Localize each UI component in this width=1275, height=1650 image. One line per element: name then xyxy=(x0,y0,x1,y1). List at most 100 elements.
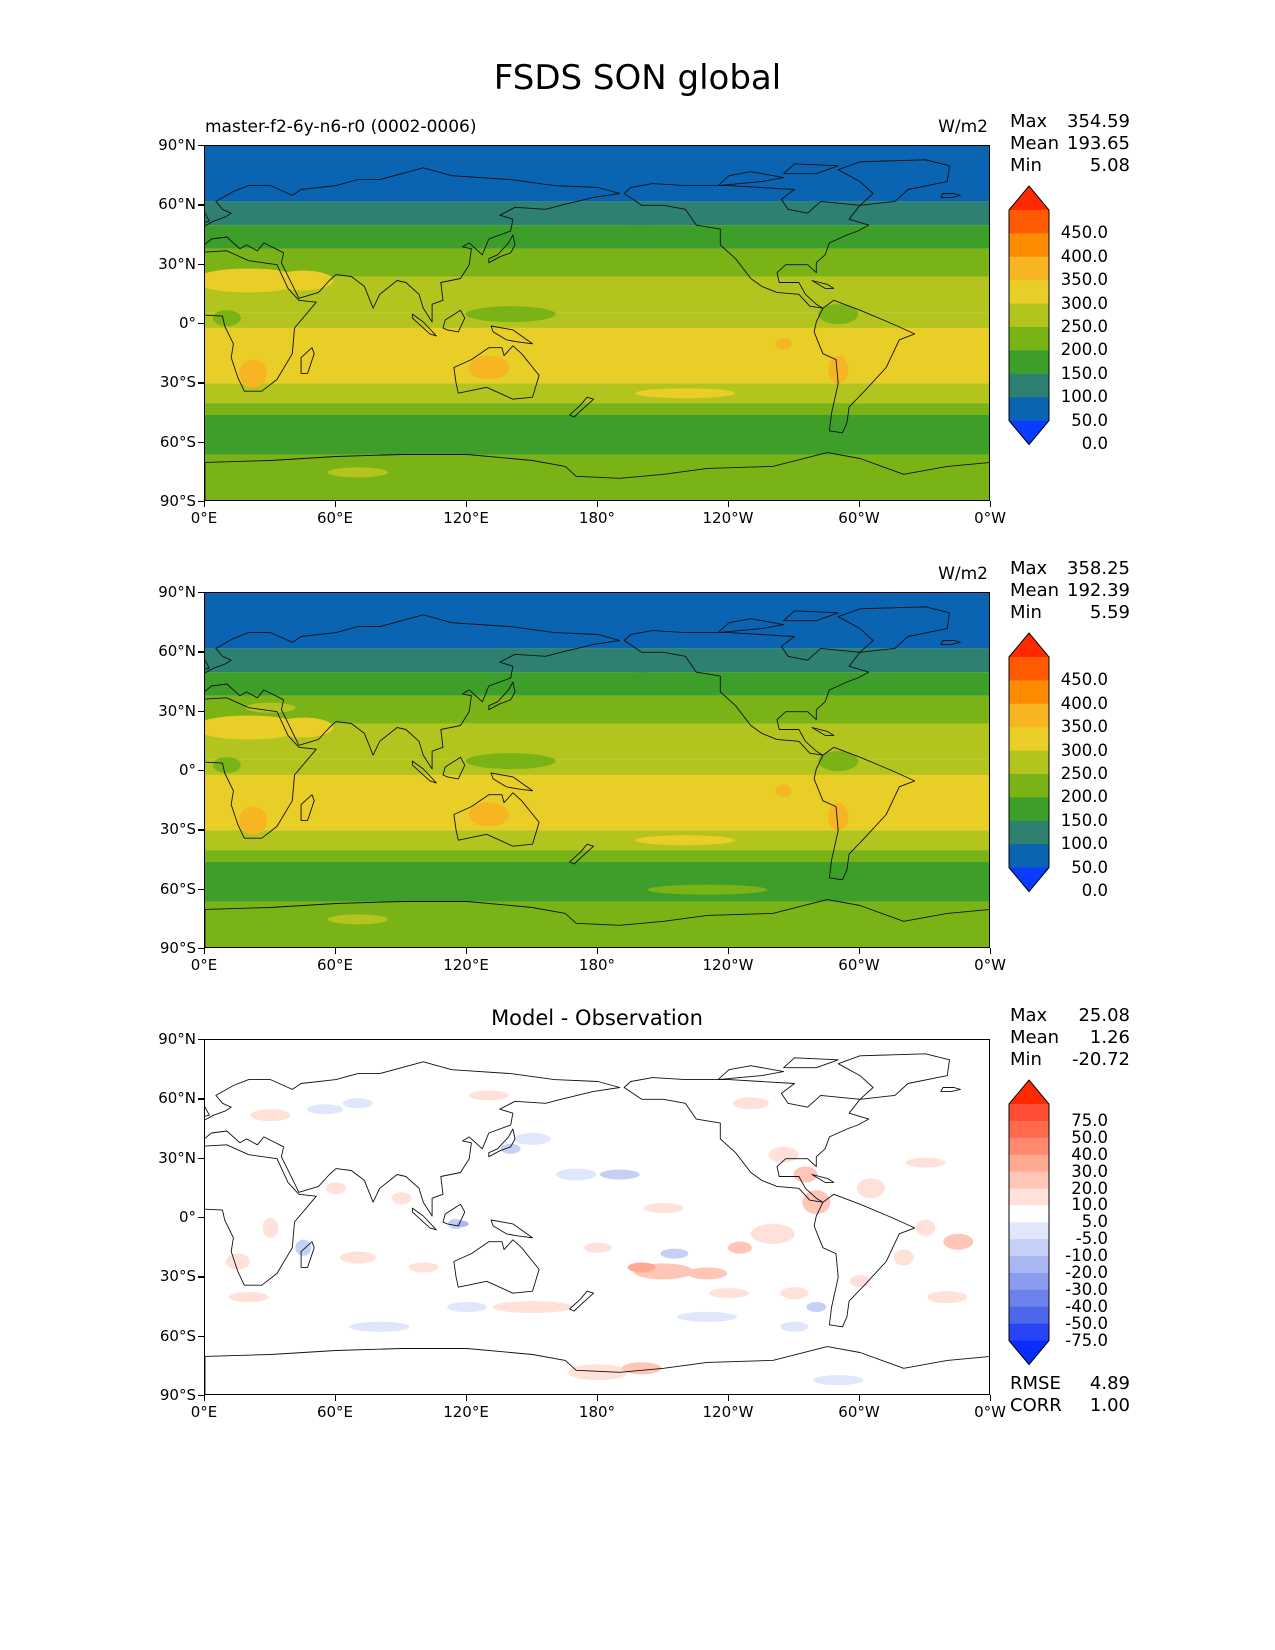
y-tick-mark xyxy=(198,263,204,265)
region-southern-ocean xyxy=(647,884,768,895)
coastline-nz xyxy=(569,396,595,418)
colorbar-tick-label: -5.0 xyxy=(1075,1229,1108,1249)
contour-field xyxy=(205,593,989,947)
panel-1-title-left: master-f2-6y-n6-r0 (0002-0006) xyxy=(205,117,477,137)
colorbar-tick-label: 20.0 xyxy=(1071,1178,1108,1198)
x-tick-label: 60°W xyxy=(838,509,880,527)
coastline-antarctica xyxy=(205,1346,989,1394)
anomaly-patch xyxy=(677,1311,738,1322)
panel-1-units: W/m2 xyxy=(938,117,988,137)
anomaly-patch xyxy=(228,1292,269,1303)
colorbar-swatch xyxy=(1009,327,1049,351)
anomaly-patch xyxy=(225,1253,250,1270)
y-tick-mark xyxy=(198,888,204,890)
coastline-uk xyxy=(205,212,210,223)
colorbar-tick-label: 300.0 xyxy=(1060,740,1108,760)
colorbar-swatch xyxy=(1009,1239,1049,1257)
colorbar-swatch xyxy=(1009,797,1049,822)
coastline-antarctica xyxy=(205,452,989,500)
x-tick-mark xyxy=(990,1395,992,1401)
panel-3-map xyxy=(204,1039,990,1395)
y-tick-label: 60°N xyxy=(158,1089,196,1108)
anomaly-patch xyxy=(447,1302,487,1312)
panel-2-map xyxy=(204,592,990,948)
coastline-eurasia xyxy=(205,167,621,323)
panel-2-stats-labels: Max Mean Min xyxy=(1010,558,1060,623)
anomaly-patch xyxy=(660,1248,689,1259)
panel-3-metrics-labels: RMSE CORR xyxy=(1010,1373,1062,1416)
coastline-madagascar xyxy=(300,1241,315,1268)
region-australia xyxy=(468,355,509,380)
coastline-nz xyxy=(569,1290,595,1312)
region-north-atlantic xyxy=(863,654,944,671)
y-tick-mark xyxy=(198,1157,204,1159)
y-tick-mark xyxy=(198,323,204,325)
colorbar-tick-label: 150.0 xyxy=(1060,810,1108,830)
colorbar-tick-label: 450.0 xyxy=(1060,670,1108,690)
x-tick-label: 120°W xyxy=(702,1403,754,1421)
colorbar-swatch xyxy=(1009,1104,1049,1122)
band-midlat-north xyxy=(205,225,989,249)
difference-field xyxy=(205,1053,989,1394)
x-tick-mark xyxy=(597,1395,599,1401)
anomaly-patch xyxy=(408,1262,439,1273)
colorbar-tick-label: -75.0 xyxy=(1065,1330,1108,1350)
anomaly-patch xyxy=(850,1275,870,1288)
colorbar-outline xyxy=(1008,1079,1050,1366)
anomaly-patch xyxy=(391,1192,412,1205)
y-tick-label: 90°N xyxy=(158,136,196,154)
coastline-eurasia xyxy=(205,1061,621,1217)
anomaly-patch xyxy=(780,1321,809,1332)
x-tick-label: 120°E xyxy=(443,1403,489,1421)
region-sichuan xyxy=(420,699,449,716)
band-midlat-north xyxy=(205,672,989,696)
region-north-pacific xyxy=(581,205,702,226)
colorbar-tick-label: 150.0 xyxy=(1060,363,1108,383)
coastline-namerica xyxy=(623,630,870,756)
region-amazon xyxy=(818,304,859,325)
panel-3-title: Model - Observation xyxy=(491,1006,703,1030)
colorbar-graphic xyxy=(1008,185,1050,446)
colorbar-swatch xyxy=(1009,280,1049,305)
colorbar-graphic xyxy=(1008,1079,1050,1366)
coastline-eurasia xyxy=(205,614,621,770)
colorbar-swatch xyxy=(1009,210,1049,234)
y-tick-mark xyxy=(198,710,204,712)
colorbar-tick-label: 400.0 xyxy=(1060,246,1108,266)
x-tick-mark xyxy=(204,501,206,507)
anomaly-patch xyxy=(780,1287,809,1300)
colorbar-graphic xyxy=(1008,632,1050,893)
colorbar-tick-label: 50.0 xyxy=(1071,410,1108,430)
colorbar-tick-label: 0.0 xyxy=(1081,881,1108,900)
coastline-uk xyxy=(205,659,210,670)
y-tick-mark xyxy=(198,501,204,503)
band-itcz xyxy=(205,312,989,328)
anomaly-patch xyxy=(709,1288,749,1299)
y-tick-mark xyxy=(198,829,204,831)
x-tick-mark xyxy=(990,501,992,507)
colorbar-swatch xyxy=(1009,703,1049,728)
x-tick-mark xyxy=(204,1395,206,1401)
x-tick-mark xyxy=(597,948,599,954)
band-midlat-south xyxy=(205,403,989,415)
anomaly-patch xyxy=(806,1302,827,1312)
colorbar-tick-label: 30.0 xyxy=(1071,1161,1108,1181)
anomaly-patch xyxy=(468,1090,509,1101)
colorbar-tick-label: 100.0 xyxy=(1060,387,1108,407)
figure-title: FSDS SON global xyxy=(493,58,782,98)
y-tick-mark xyxy=(198,592,204,594)
anomaly-patch xyxy=(514,1132,551,1145)
coastline-arctic_isl xyxy=(717,171,785,187)
coastline-australia xyxy=(453,345,540,400)
colorbar-extend-max xyxy=(1009,633,1049,657)
colorbar-tick-label: 50.0 xyxy=(1071,857,1108,877)
anomaly-patch xyxy=(893,1249,914,1266)
y-tick-mark xyxy=(198,1039,204,1041)
x-tick-mark xyxy=(335,501,337,507)
panel-3-stats-labels: Max Mean Min xyxy=(1010,1005,1060,1070)
anomaly-patch xyxy=(339,1251,376,1264)
coastline-newguinea xyxy=(490,1219,533,1239)
colorbar-extend-min xyxy=(1009,1340,1049,1365)
x-tick-label: 0°E xyxy=(190,956,218,974)
coastline-australia xyxy=(453,1239,540,1294)
